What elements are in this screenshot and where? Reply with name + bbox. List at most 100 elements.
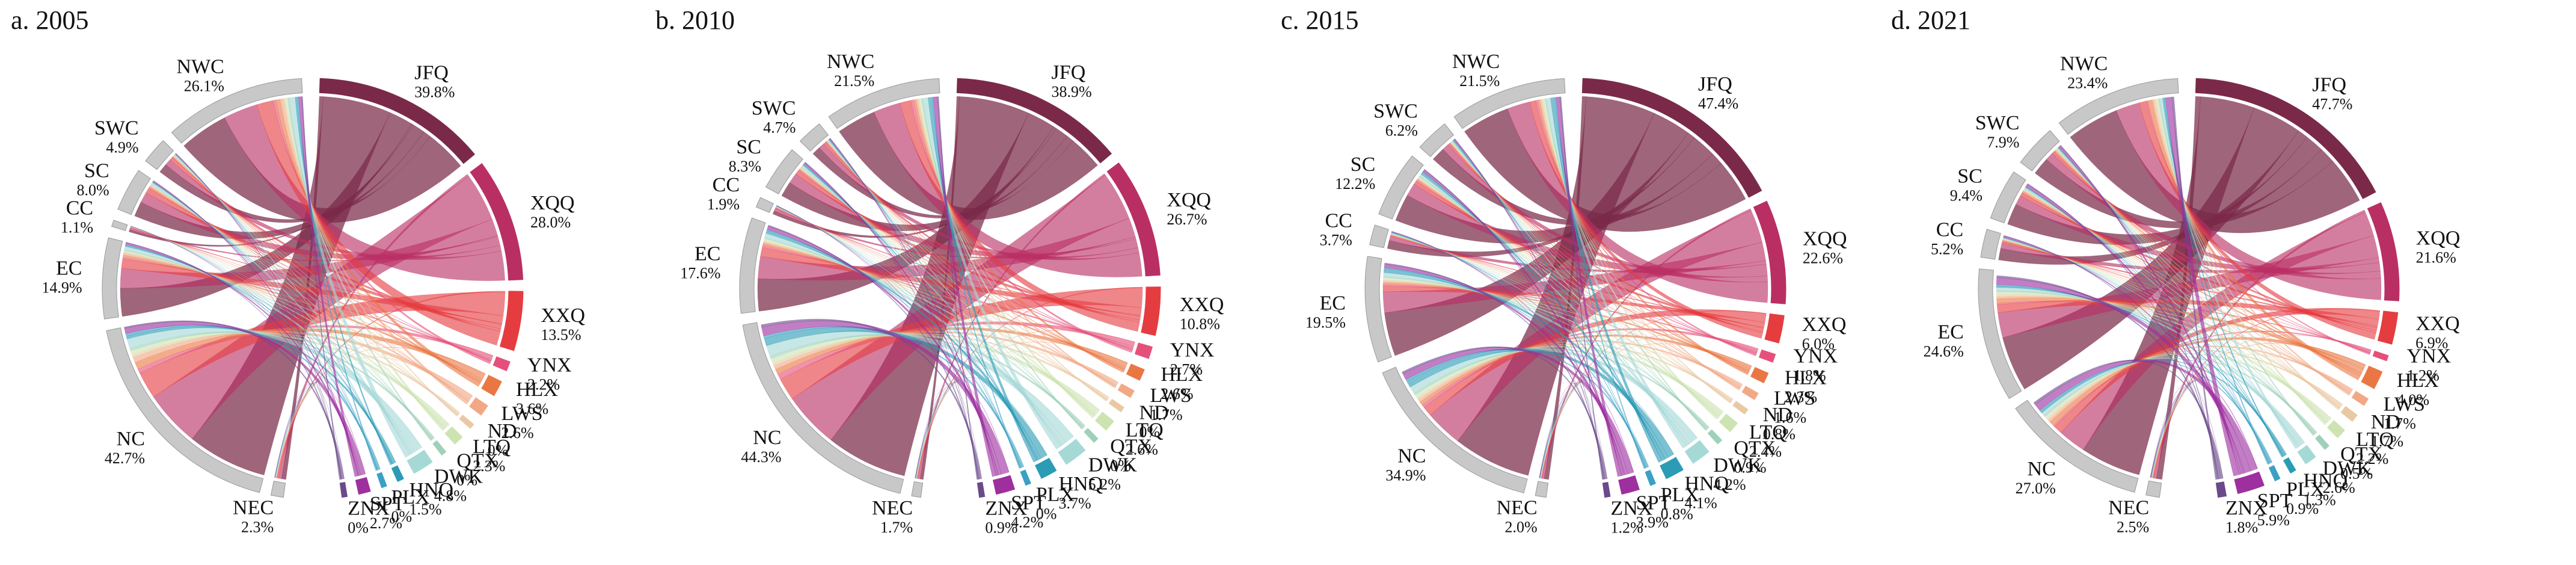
arc-sc [117, 170, 152, 215]
ribbon-QTX-NWC [287, 97, 432, 442]
arc-hlx [481, 374, 502, 397]
ribbon-LWS-SC [149, 185, 470, 402]
pct-label-hnq: 1.5% [409, 501, 441, 518]
ribbon-ZNX-NC [761, 318, 982, 480]
node-label-plx: PLX [391, 486, 429, 508]
ribbon-HNQ-NC [126, 326, 396, 464]
node-label-nd: ND [1763, 404, 1792, 426]
ribbon-SPT-SC [1422, 169, 1625, 476]
arc-nec [911, 481, 924, 498]
node-label-sc: SC [1957, 165, 1983, 188]
ribbon-ZNX-SWC [1454, 138, 1604, 480]
node-label-xqq: XQQ [530, 192, 575, 214]
arc-nwc [2058, 78, 2179, 135]
pct-label-jfq: 39.8% [414, 83, 455, 100]
pct-label-ec: 19.5% [1305, 313, 1346, 331]
ribbon-LWS-CC [1390, 234, 1741, 388]
node-label-nd: ND [2371, 411, 2400, 433]
node-label-xxq: XXQ [1180, 294, 1224, 316]
node-label-jfq: JFQ [1052, 61, 1086, 84]
node-label-xqq: XQQ [2416, 227, 2461, 249]
ribbon-DWK-NEC [275, 375, 423, 478]
arc-ltq [2326, 420, 2345, 439]
ribbon-ND-NC [132, 332, 461, 415]
arc-plx [2268, 465, 2281, 481]
ribbon-ND-NWC [2153, 99, 2340, 410]
node-label-cc: CC [1936, 219, 1963, 241]
ribbon-YNX-NWC [1535, 99, 1757, 356]
arc-nwc [1453, 78, 1566, 129]
ribbon-LTQ-SC [150, 184, 446, 430]
node-label-nd: ND [488, 420, 517, 442]
ribbon-ND-SC [1417, 178, 1732, 403]
node-label-nec: NEC [233, 496, 274, 519]
pct-label-spt: 2.7% [370, 514, 402, 532]
ribbon-ZNX-NEC [915, 383, 983, 479]
ribbon-HNQ-SWC [174, 153, 393, 465]
ribbon-QTX-NC [1413, 348, 1710, 429]
pct-label-hlx: 3.6% [516, 400, 548, 418]
ribbon-YNX-SWC [2053, 150, 2370, 354]
arc-ltq [444, 426, 463, 445]
ribbon-QTX-NWC [1544, 98, 1707, 431]
arc-nec [2145, 480, 2162, 498]
ribbon-HNQ-NWC [1550, 97, 1663, 463]
ribbon-HLX-NWC [913, 99, 1125, 373]
ribbon-PLX-CC [1391, 232, 1646, 469]
pct-label-cc: 1.9% [707, 196, 740, 213]
ribbon-HNQ-SWC [828, 138, 1038, 462]
ribbon-PLX-NC [763, 326, 1025, 468]
ribbon-ND-SWC [1450, 141, 1732, 403]
pct-label-jfq: 38.9% [1052, 83, 1092, 100]
node-label-hnq: HNQ [1059, 473, 1103, 495]
arc-xxq [500, 291, 524, 351]
pct-label-sc: 9.4% [1950, 187, 1983, 205]
ribbon-JFQ-NWC [183, 117, 461, 223]
arc-swc [145, 140, 174, 170]
ribbon-QTX-SWC [827, 140, 1083, 429]
ribbon-YNX-CC [130, 227, 492, 361]
arc-sc [1378, 155, 1424, 220]
node-label-nc: NC [753, 427, 781, 449]
ribbon-SPT-SWC [1453, 138, 1623, 477]
ribbon-YNX-SC [798, 169, 1133, 350]
node-label-qtx: QTX [1110, 436, 1152, 458]
ribbon-LTQ-NC [2044, 353, 2332, 421]
arc-hlx [2361, 365, 2383, 389]
arc-nwc [171, 78, 303, 144]
ribbon-YNX-NWC [2146, 100, 2370, 355]
arc-xqq [2367, 202, 2400, 301]
pct-label-sc: 12.2% [1335, 175, 1375, 193]
pct-label-nec: 2.0% [1504, 519, 1537, 536]
ribbon-XQQ-NWC [2115, 102, 2382, 300]
ribbon-LTQ-NWC [2156, 98, 2327, 425]
arc-xxq [1764, 313, 1785, 344]
node-label-ec: EC [1937, 321, 1963, 343]
pct-label-spt: 3.9% [1636, 514, 1669, 531]
ribbon-YNX-EC [1996, 300, 2372, 353]
node-label-ec: EC [695, 243, 720, 265]
ribbon-QTX-EC [124, 249, 434, 440]
ribbon-PLX-SC [803, 163, 1022, 469]
node-label-plx: PLX [2286, 478, 2325, 501]
ribbon-ZNX-CC [130, 226, 342, 480]
arc-swc [799, 123, 829, 152]
pct-label-xqq: 28.0% [530, 214, 571, 231]
arc-znx [2215, 481, 2227, 498]
ribbon-SPT-NWC [1556, 96, 1622, 477]
arc-nd [1108, 398, 1124, 413]
arc-jfq [319, 78, 476, 164]
ribbon-JFQ-NWC [2070, 110, 2360, 233]
ribbon-DWK-CC [1391, 232, 1690, 445]
ribbon-LWS-EC [762, 241, 1117, 386]
ribbon-LWS-NWC [915, 99, 1116, 389]
arc-lws [1117, 383, 1135, 398]
pct-label-plx: 0.8% [1661, 505, 1693, 523]
pct-label-dwk: 2.6% [2323, 479, 2355, 496]
node-label-hlx: HLX [516, 378, 558, 401]
pct-label-dwk: 5.2% [1088, 476, 1121, 493]
arc-ec [102, 237, 123, 320]
pct-label-ynx: 2.2% [527, 375, 560, 393]
node-label-hlx: HLX [2397, 369, 2439, 392]
